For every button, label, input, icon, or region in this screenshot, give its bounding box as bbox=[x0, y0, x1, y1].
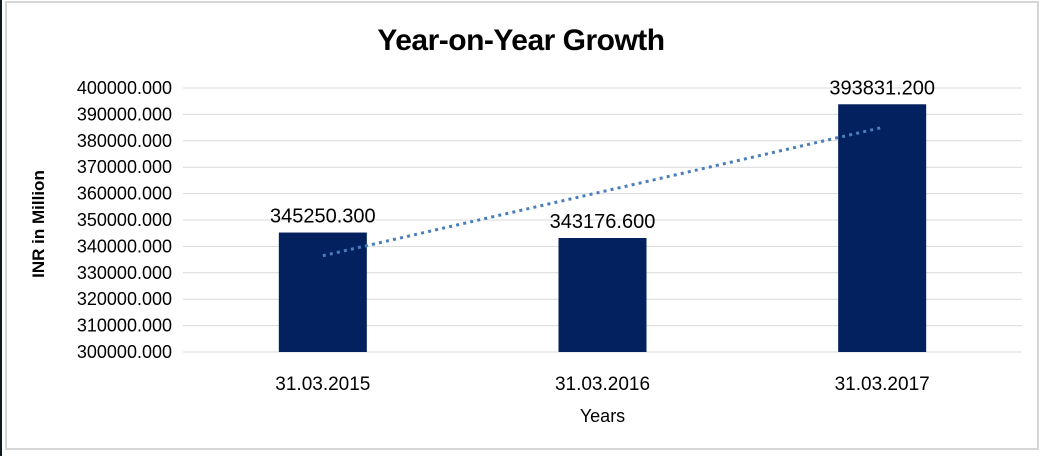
data-label: 393831.200 bbox=[829, 77, 935, 99]
x-axis-title: Years bbox=[579, 406, 626, 426]
x-axis-tick-label: 31.03.2017 bbox=[835, 374, 930, 395]
y-axis-tick-label: 370000.000 bbox=[77, 157, 172, 177]
data-label: 343176.600 bbox=[550, 211, 656, 233]
page-edge-strip bbox=[0, 0, 2, 456]
y-axis-tick-label: 380000.000 bbox=[77, 131, 172, 151]
bar bbox=[838, 104, 927, 352]
y-axis-tick-label: 390000.000 bbox=[77, 104, 172, 124]
bar bbox=[558, 238, 647, 352]
bar bbox=[278, 232, 367, 352]
y-axis-tick-label: 400000.000 bbox=[77, 78, 172, 98]
y-axis-tick-label: 330000.000 bbox=[77, 263, 172, 283]
y-axis-tick-label: 320000.000 bbox=[77, 289, 172, 309]
y-axis-tick-label: 300000.000 bbox=[77, 342, 172, 362]
chart-title: Year-on-Year Growth bbox=[377, 24, 665, 57]
y-axis-tick-label: 340000.000 bbox=[77, 236, 172, 256]
data-label: 345250.300 bbox=[270, 206, 376, 228]
y-axis-tick-label: 350000.000 bbox=[77, 210, 172, 230]
x-axis-tick-label: 31.03.2016 bbox=[555, 374, 650, 395]
y-axis-tick-label: 310000.000 bbox=[77, 316, 172, 336]
x-axis-tick-label: 31.03.2015 bbox=[275, 374, 370, 395]
y-axis-tick-label: 360000.000 bbox=[77, 184, 172, 204]
trendline bbox=[322, 126, 883, 258]
